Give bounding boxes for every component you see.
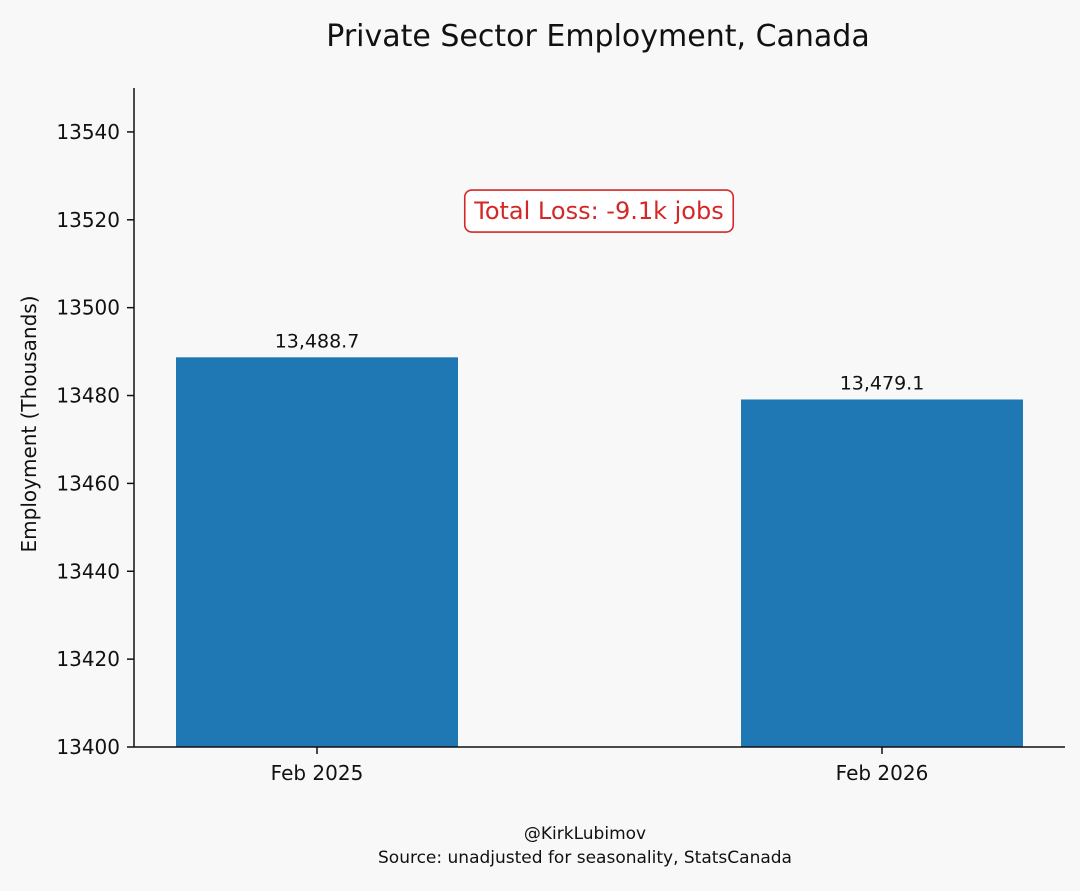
footer-source: Source: unadjusted for seasonality, Stat… [378, 848, 792, 868]
y-tick-label-13400: 13400 [56, 735, 120, 759]
y-tick-label-13440: 13440 [56, 559, 120, 583]
footer-handle: @KirkLubimov [524, 824, 646, 844]
y-tick-label-13540: 13540 [56, 120, 120, 144]
chart-title: Private Sector Employment, Canada [326, 19, 869, 54]
x-tick-label-feb-2026: Feb 2026 [836, 761, 929, 785]
y-axis-label: Employment (Thousands) [17, 296, 41, 553]
annotation-total-loss: Total Loss: -9.1k jobs [473, 197, 723, 225]
y-tick-label-13520: 13520 [56, 208, 120, 232]
y-tick-label-13480: 13480 [56, 384, 120, 408]
plot-area: 13,488.7 13,479.1 13400 13420 13440 13460 1348… [56, 88, 1065, 785]
annotation-box [463, 189, 735, 233]
bar-feb-2025 [176, 357, 458, 747]
y-tick-label-13420: 13420 [56, 647, 120, 671]
bar-feb-2026 [741, 399, 1023, 747]
y-tick-label-13460: 13460 [56, 471, 120, 495]
x-tick-label-feb-2025: Feb 2025 [271, 761, 364, 785]
y-tick-label-13500: 13500 [56, 296, 120, 320]
data-label-feb-2025: 13,488.7 [275, 330, 360, 352]
data-label-feb-2026: 13,479.1 [840, 372, 925, 394]
